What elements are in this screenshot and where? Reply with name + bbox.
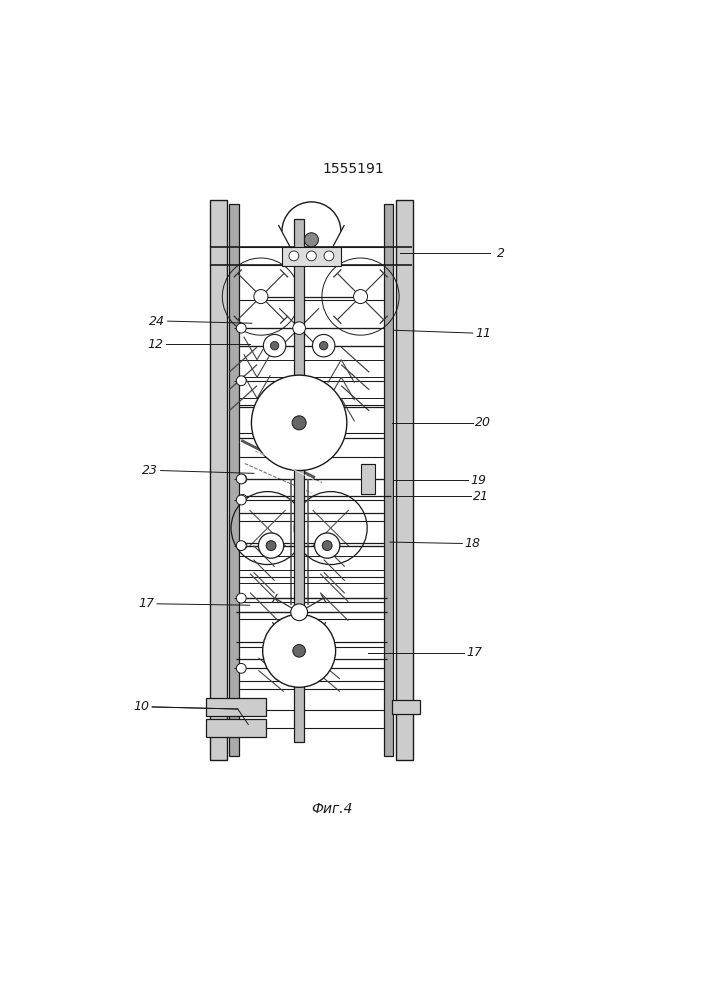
Circle shape: [312, 334, 335, 357]
Circle shape: [252, 375, 347, 471]
Circle shape: [236, 663, 246, 673]
Circle shape: [236, 323, 246, 333]
Bar: [361, 464, 375, 494]
Bar: [210, 200, 227, 760]
Circle shape: [236, 593, 246, 603]
Text: 23: 23: [142, 464, 158, 477]
Circle shape: [315, 533, 340, 558]
Text: 19: 19: [470, 474, 486, 487]
Circle shape: [305, 233, 318, 247]
Text: 1555191: 1555191: [322, 162, 385, 176]
Bar: [396, 200, 413, 760]
Circle shape: [320, 341, 328, 350]
Circle shape: [236, 495, 246, 505]
Text: Фиг.4: Фиг.4: [312, 802, 354, 816]
Text: 21: 21: [473, 490, 489, 503]
Text: 10: 10: [134, 700, 150, 713]
Circle shape: [254, 290, 268, 304]
Circle shape: [293, 322, 305, 334]
Circle shape: [236, 541, 246, 551]
Circle shape: [270, 341, 279, 350]
Circle shape: [291, 604, 308, 621]
Text: 17: 17: [466, 646, 482, 659]
Text: 18: 18: [464, 537, 481, 550]
Bar: [282, 247, 341, 266]
Circle shape: [236, 474, 246, 484]
Text: 17: 17: [139, 597, 155, 610]
Text: 2: 2: [497, 247, 505, 260]
Circle shape: [263, 614, 336, 687]
Circle shape: [266, 541, 276, 551]
Circle shape: [238, 494, 247, 503]
Circle shape: [307, 251, 316, 261]
Circle shape: [354, 290, 368, 304]
Circle shape: [322, 541, 332, 551]
Circle shape: [292, 416, 306, 430]
Bar: [384, 204, 394, 756]
Circle shape: [259, 533, 284, 558]
Circle shape: [236, 376, 246, 386]
Text: 20: 20: [475, 416, 491, 429]
Circle shape: [293, 644, 305, 657]
Circle shape: [324, 251, 334, 261]
Text: 11: 11: [475, 327, 491, 340]
Bar: [206, 698, 266, 716]
Text: 24: 24: [149, 315, 165, 328]
Circle shape: [238, 475, 247, 483]
Circle shape: [289, 251, 299, 261]
Circle shape: [238, 541, 247, 550]
Bar: [229, 204, 239, 756]
Circle shape: [264, 334, 286, 357]
Bar: [206, 719, 266, 737]
Text: 12: 12: [148, 338, 164, 351]
Bar: [392, 700, 420, 714]
Bar: [294, 219, 305, 742]
